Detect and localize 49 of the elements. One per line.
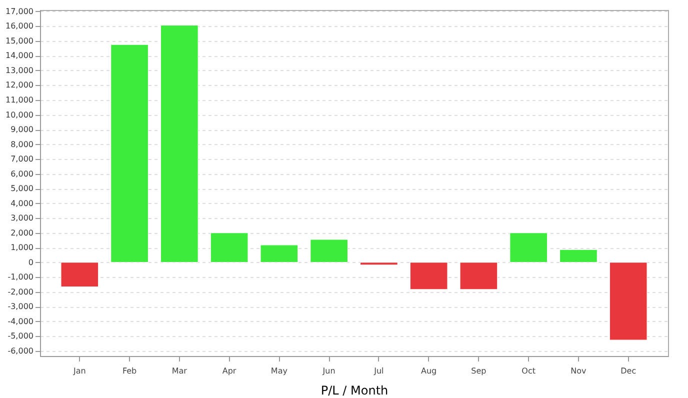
y-tick-label: 16,000 — [6, 22, 34, 31]
x-tick-label: Dec — [620, 366, 636, 376]
y-tick-label: 1,000 — [10, 243, 34, 252]
y-tick-label: -4,000 — [8, 316, 34, 326]
x-axis-title: P/L / Month — [320, 384, 388, 398]
y-tick-label: -6,000 — [8, 346, 34, 356]
y-tick-label: 17,000 — [6, 6, 34, 16]
bar — [110, 44, 149, 263]
bar — [510, 232, 548, 263]
y-tick-label: 3,000 — [10, 214, 34, 223]
x-tick-label: Jul — [373, 366, 384, 376]
bar — [360, 262, 398, 266]
y-tick-label: -2,000 — [8, 287, 34, 296]
bar — [460, 262, 498, 290]
y-tick-label: -1,000 — [8, 272, 34, 282]
y-tick-label: 14,000 — [6, 51, 34, 60]
y-tick-label: 15,000 — [6, 36, 34, 46]
y-tick-label: 12,000 — [6, 80, 34, 90]
x-tick-label: Aug — [421, 366, 437, 376]
y-tick-label: 8,000 — [10, 140, 34, 149]
x-tick-label: Apr — [222, 366, 237, 376]
y-tick-label: 4,000 — [10, 198, 34, 208]
x-tick-label: Sep — [471, 366, 486, 376]
y-tick-label: 5,000 — [10, 184, 34, 194]
y-tick-label: -5,000 — [8, 332, 34, 341]
y-tick-label: 2,000 — [10, 228, 34, 238]
y-tick-label: 6,000 — [10, 169, 34, 178]
x-tick-label: Jan — [72, 366, 86, 376]
x-tick-label: Oct — [522, 366, 536, 376]
x-tick-label: Mar — [172, 366, 188, 376]
x-tick-label: May — [270, 366, 288, 376]
y-tick-label: 13,000 — [6, 66, 34, 75]
x-tick-label: Nov — [570, 366, 587, 376]
bar — [559, 249, 598, 263]
bar — [609, 262, 648, 340]
bar — [410, 262, 448, 290]
y-tick-label: 9,000 — [10, 125, 34, 134]
y-tick-label: 0 — [28, 258, 34, 267]
y-tick-label: 11,000 — [6, 96, 34, 105]
bar — [160, 24, 198, 263]
x-tick-label: Jun — [322, 366, 336, 376]
y-tick-label: 10,000 — [6, 110, 34, 120]
y-tick-label: 7,000 — [10, 154, 34, 164]
y-tick-label: -3,000 — [8, 302, 34, 312]
x-tick-label: Feb — [122, 366, 137, 376]
bar — [310, 239, 348, 263]
bar — [60, 262, 99, 288]
bar — [260, 244, 298, 263]
bar — [210, 232, 248, 263]
